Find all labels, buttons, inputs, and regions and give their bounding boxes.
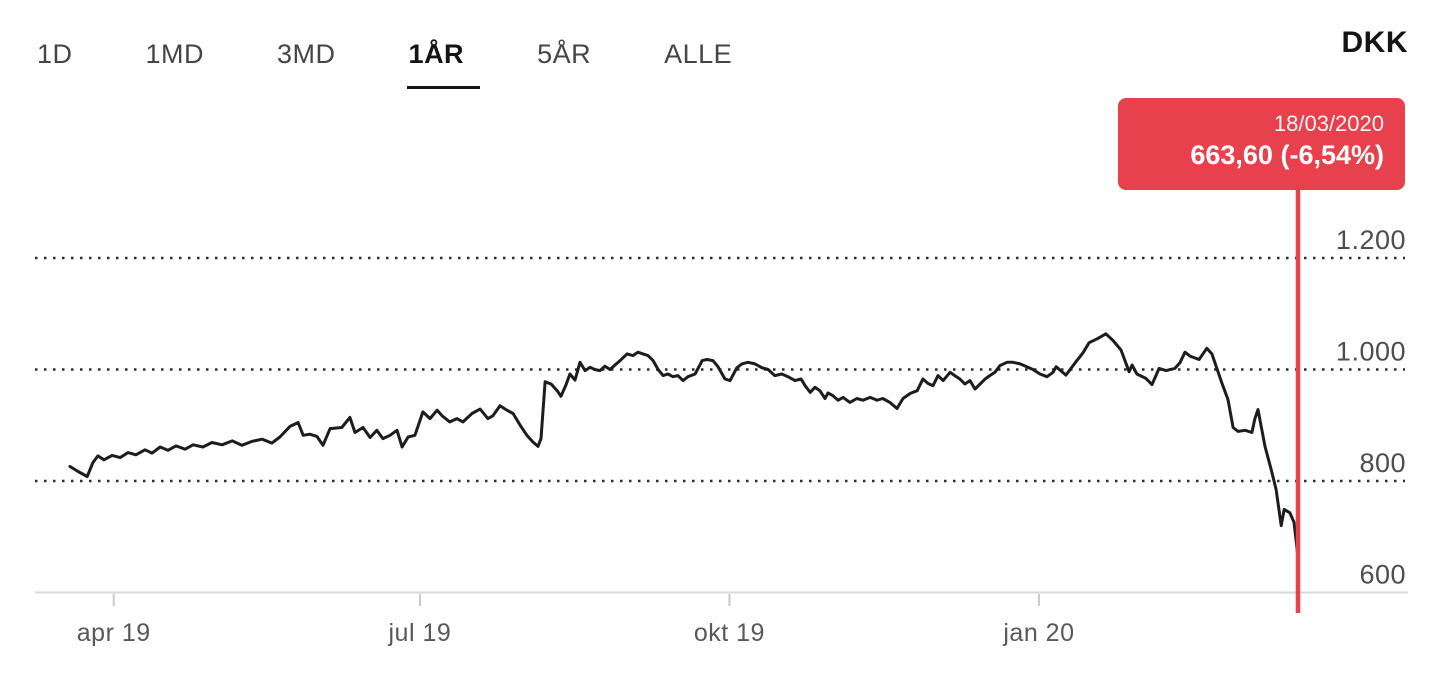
x-axis-label-jan-20: jan 20 — [1002, 619, 1074, 647]
tooltip-change: (-6,54%) — [1280, 140, 1384, 171]
currency-label: DKK — [1341, 26, 1408, 59]
tooltip-date: 18/03/2020 — [1273, 111, 1384, 136]
tooltip-price: 663,60 — [1190, 140, 1273, 171]
tab-1d[interactable]: 1D — [37, 39, 73, 69]
x-axis-label-okt-19: okt 19 — [694, 619, 765, 647]
y-axis-label-600: 600 — [1359, 560, 1406, 590]
x-axis-label-jul-19: jul 19 — [388, 619, 452, 647]
y-axis-label-1000: 1.000 — [1336, 337, 1406, 367]
tab-5ar[interactable]: 5ÅR — [537, 39, 592, 69]
tooltip-value: 663,60 (-6,54%) — [1118, 139, 1384, 173]
x-axis-label-apr-19: apr 19 — [77, 619, 151, 647]
tab-1ar[interactable]: 1ÅR — [406, 39, 480, 89]
tab-3md[interactable]: 3MD — [277, 39, 336, 69]
range-tabs: 1D 1MD 3MD 1ÅR 5ÅR ALLE — [37, 39, 733, 89]
price-line — [68, 332, 1300, 559]
tab-alle[interactable]: ALLE — [664, 39, 733, 69]
y-axis-label-1200: 1.200 — [1336, 225, 1406, 255]
tab-1md[interactable]: 1MD — [145, 39, 205, 69]
cursor-tooltip: 18/03/2020 663,60 (-6,54%) — [1118, 98, 1405, 190]
y-axis-label-800: 800 — [1359, 448, 1406, 478]
